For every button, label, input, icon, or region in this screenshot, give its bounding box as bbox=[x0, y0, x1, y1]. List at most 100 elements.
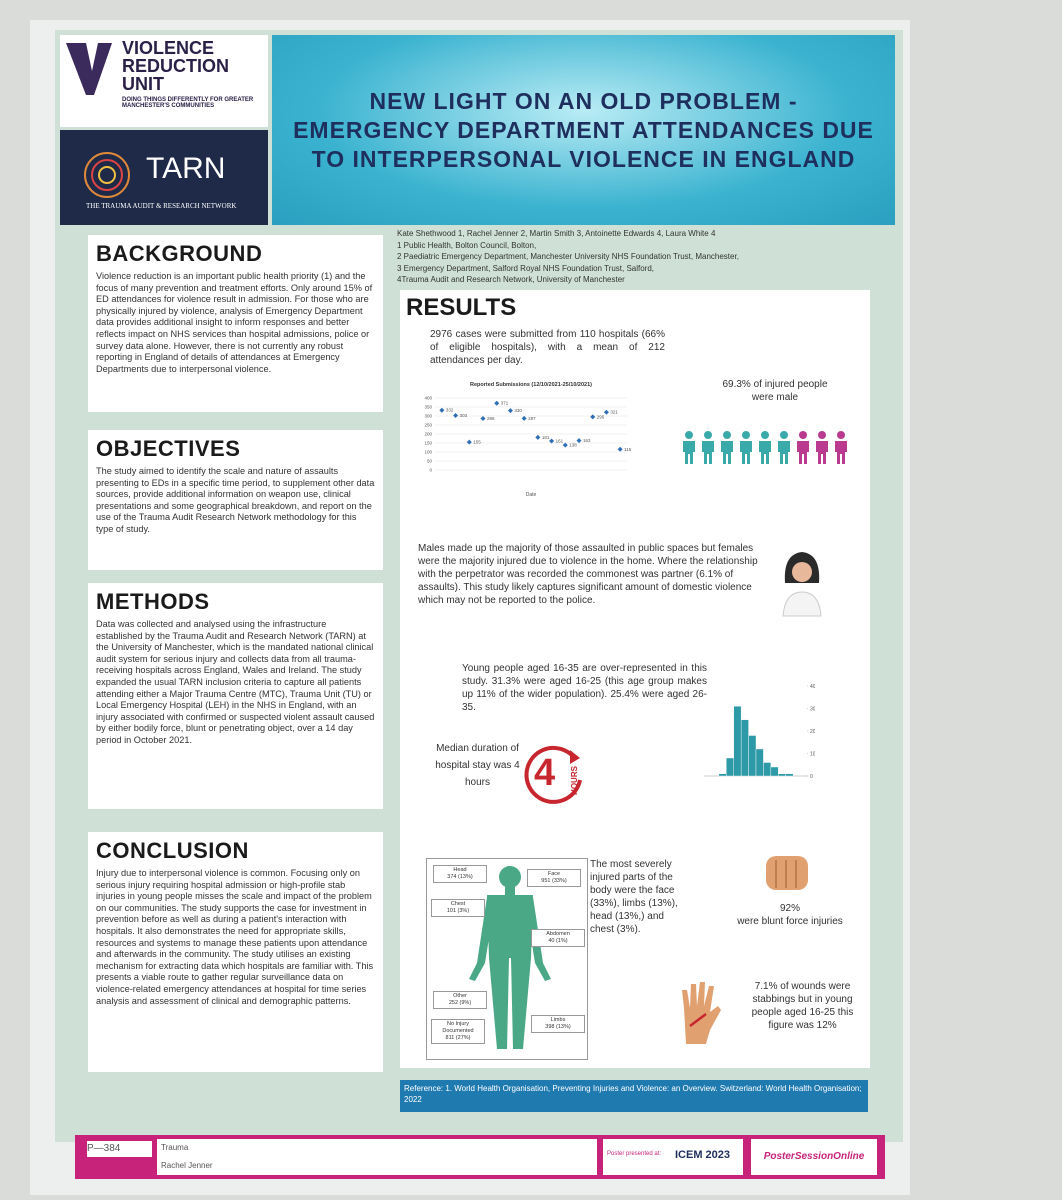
section: CONCLUSION Injury due to interpersonal vi… bbox=[88, 832, 383, 1072]
person-body bbox=[835, 441, 847, 464]
reference-bar: Reference: 1. World Health Organisation,… bbox=[400, 1080, 868, 1112]
point bbox=[507, 408, 513, 414]
person-head bbox=[799, 431, 807, 439]
body-label-line: 40 (1%) bbox=[548, 938, 568, 944]
body-label-line: No Injury Documented bbox=[442, 1021, 474, 1034]
person-body bbox=[797, 441, 809, 464]
point bbox=[590, 414, 596, 420]
person-body bbox=[721, 441, 733, 464]
section-text: The study aimed to identify the scale an… bbox=[96, 466, 375, 534]
footer-info: Trauma Rachel Jenner bbox=[157, 1139, 597, 1175]
y-tick-label: 100 bbox=[424, 450, 432, 455]
y-tick-label: 20 bbox=[810, 729, 815, 735]
person-head bbox=[818, 431, 826, 439]
y-tick-label: 350 bbox=[424, 405, 432, 410]
bar bbox=[740, 719, 749, 777]
point bbox=[603, 409, 609, 415]
person-body bbox=[702, 441, 714, 464]
data-label: 115 bbox=[624, 447, 632, 452]
data-label: 161 bbox=[556, 439, 564, 444]
section-text: Injury due to interpersonal violence is … bbox=[96, 868, 374, 1006]
data-label: 138 bbox=[569, 443, 577, 448]
person-body bbox=[759, 441, 771, 464]
bar bbox=[785, 773, 794, 777]
person-head bbox=[761, 431, 769, 439]
body-label-line: 252 (9%) bbox=[448, 1000, 472, 1006]
tarn-mark bbox=[84, 152, 130, 198]
section-text: Data was collected and analysed using th… bbox=[96, 619, 375, 745]
x-axis-label: Date bbox=[526, 492, 537, 498]
title-box: NEW LIGHT ON AN OLD PROBLEM - EMERGENCY … bbox=[272, 35, 895, 225]
results-heading: RESULTS bbox=[406, 294, 517, 321]
body-label-line: 811 (27%) bbox=[445, 1035, 471, 1041]
y-tick-label: 0 bbox=[810, 774, 813, 780]
data-label: 181 bbox=[542, 435, 550, 440]
footer-event-name: ICEM 2023 bbox=[675, 1149, 731, 1161]
results-text: The most severely injured parts of the b… bbox=[590, 859, 678, 935]
bar bbox=[726, 757, 734, 777]
bar bbox=[755, 748, 764, 777]
body-label-line: 951 (33%) bbox=[541, 878, 567, 884]
section: BACKGROUND Violence reduction is an impor… bbox=[88, 235, 383, 412]
y-tick-label: 30 bbox=[810, 707, 815, 713]
point bbox=[494, 400, 500, 406]
point bbox=[453, 412, 459, 418]
line-chart: Reported Submissions (12/10/2021-25/10/2… bbox=[424, 382, 632, 498]
person-body bbox=[740, 441, 752, 464]
y-tick-label: 250 bbox=[424, 423, 432, 428]
data-label: 163 bbox=[583, 438, 591, 443]
point bbox=[576, 438, 582, 444]
vru-name: VIOLENCE REDUCTION UNIT bbox=[122, 38, 229, 94]
footer-event: Poster presented at: ICEM 2023 bbox=[603, 1139, 743, 1175]
results-text: 92% bbox=[779, 903, 800, 914]
author-line: 4Trauma Audit and Research Network, Univ… bbox=[397, 275, 625, 284]
point bbox=[466, 439, 472, 445]
vru-mark bbox=[66, 43, 112, 95]
tarn-name: TARN bbox=[146, 152, 226, 185]
bar bbox=[770, 766, 779, 777]
footer-presented: Poster presented at: bbox=[607, 1151, 662, 1157]
data-label: 295 bbox=[597, 414, 605, 419]
author-line: 2 Paediatric Emergency Department, Manch… bbox=[397, 252, 739, 261]
body-label: Chest 101 (3%) bbox=[431, 899, 485, 917]
section-heading: OBJECTIVES bbox=[96, 436, 241, 461]
y-tick-label: 10 bbox=[810, 752, 815, 758]
y-tick-label: 300 bbox=[424, 414, 432, 419]
hand-icon bbox=[682, 982, 721, 1044]
body-label-line: 398 (13%) bbox=[545, 1024, 571, 1030]
footer-brand: PosterSessionOnline bbox=[751, 1139, 877, 1175]
people-icons bbox=[683, 431, 847, 464]
person-body bbox=[683, 441, 695, 464]
footer-code: P—384 bbox=[87, 1141, 152, 1157]
body-label-line: Face bbox=[547, 871, 561, 877]
hours-icon bbox=[524, 745, 582, 804]
body-label-line: 374 (13%) bbox=[447, 874, 473, 880]
section-text: Violence reduction is an important publi… bbox=[96, 271, 373, 374]
bar bbox=[733, 706, 742, 777]
y-tick-label: 200 bbox=[424, 432, 432, 437]
hours-number: 4 bbox=[534, 752, 556, 794]
y-tick-label: 400 bbox=[424, 396, 432, 401]
data-label: 321 bbox=[610, 410, 618, 415]
point bbox=[439, 407, 445, 413]
fist-icon bbox=[766, 856, 808, 890]
data-label: 332 bbox=[446, 408, 454, 413]
footer-topic: Trauma bbox=[161, 1143, 189, 1152]
bar bbox=[763, 762, 772, 777]
data-label: 303 bbox=[460, 413, 468, 418]
results-text: Young people aged 16-35 are over-represe… bbox=[462, 663, 707, 713]
data-label: 287 bbox=[528, 416, 536, 421]
section-heading: BACKGROUND bbox=[96, 241, 263, 266]
histogram: 0 10 20 30 40 bbox=[704, 684, 815, 780]
person-head bbox=[685, 431, 693, 439]
body-label: Face 951 (33%) bbox=[527, 869, 581, 887]
footer-presenter: Rachel Jenner bbox=[161, 1161, 213, 1170]
point bbox=[535, 434, 541, 440]
section-heading: CONCLUSION bbox=[96, 838, 249, 863]
person-head bbox=[742, 431, 750, 439]
woman-icon bbox=[782, 552, 822, 617]
footer-bar: P—384 Trauma Rachel Jenner Poster presen… bbox=[75, 1135, 885, 1179]
results-text: Males made up the majority of those assa… bbox=[418, 543, 758, 606]
person-body bbox=[816, 441, 828, 464]
